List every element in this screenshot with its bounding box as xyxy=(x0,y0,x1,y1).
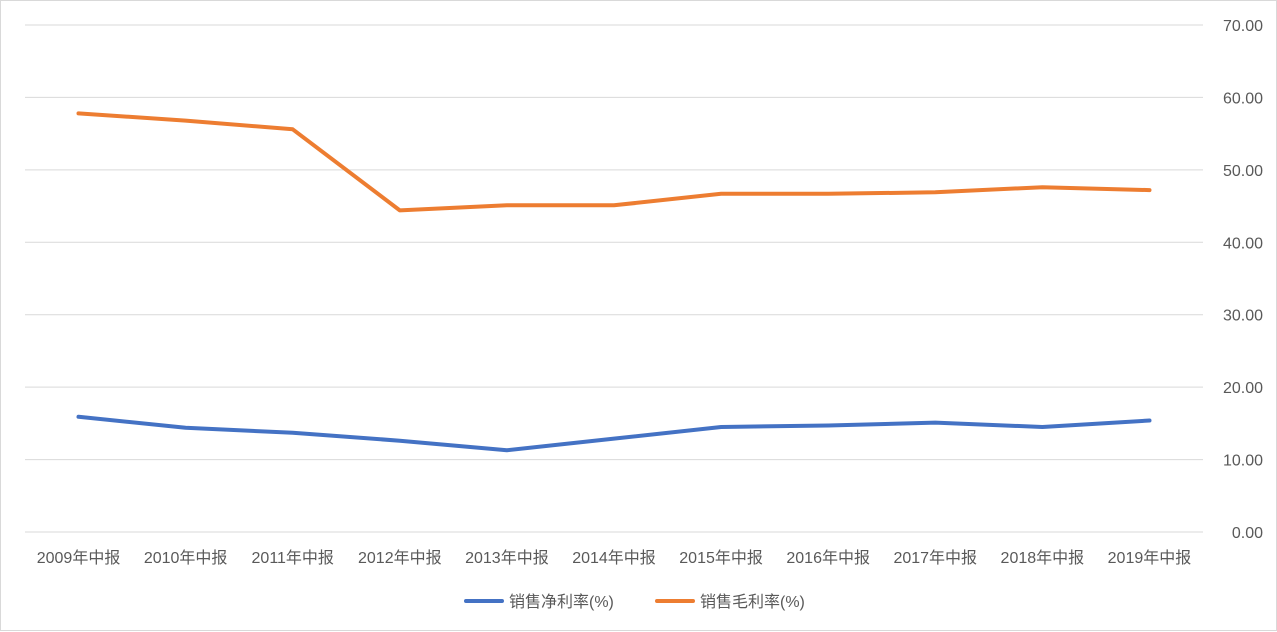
x-tick-label: 2014年中报 xyxy=(572,549,656,567)
y-axis-ticks: 0.00 10.00 20.00 30.00 40.00 50.00 60.00 70.00 xyxy=(1223,18,1263,542)
x-tick-label: 2015年中报 xyxy=(679,549,763,567)
x-tick-label: 2011年中报 xyxy=(252,549,334,567)
series-line-0 xyxy=(76,414,1152,453)
x-tick-label: 2009年中报 xyxy=(37,549,121,567)
y-tick-label: 0.00 xyxy=(1232,525,1263,542)
y-tick-label: 60.00 xyxy=(1223,90,1263,107)
series-line-1 xyxy=(76,111,1152,213)
x-tick-label: 2012年中报 xyxy=(358,549,442,567)
x-tick-label: 2017年中报 xyxy=(893,549,977,567)
legend-label-net-margin: 销售净利率(%) xyxy=(509,593,614,611)
legend-label-gross-margin: 销售毛利率(%) xyxy=(700,593,805,611)
legend: 销售净利率(%) 销售毛利率(%) xyxy=(464,593,805,611)
y-tick-label: 40.00 xyxy=(1223,235,1263,252)
y-tick-label: 10.00 xyxy=(1223,453,1263,470)
y-tick-label: 20.00 xyxy=(1223,380,1263,397)
y-tick-label: 70.00 xyxy=(1223,18,1263,35)
x-tick-label: 2019年中报 xyxy=(1108,549,1192,567)
series-lines xyxy=(76,111,1152,453)
x-tick-label: 2010年中报 xyxy=(144,549,228,567)
gridlines xyxy=(25,24,1203,533)
x-tick-label: 2013年中报 xyxy=(465,549,549,567)
x-tick-label: 2018年中报 xyxy=(1001,549,1085,567)
y-tick-label: 30.00 xyxy=(1223,308,1263,325)
x-tick-label: 2016年中报 xyxy=(786,549,870,567)
y-tick-label: 50.00 xyxy=(1223,163,1263,180)
x-axis-ticks: 2009年中报 2010年中报 2011年中报 2012年中报 2013年中报 2014年… xyxy=(37,549,1192,567)
